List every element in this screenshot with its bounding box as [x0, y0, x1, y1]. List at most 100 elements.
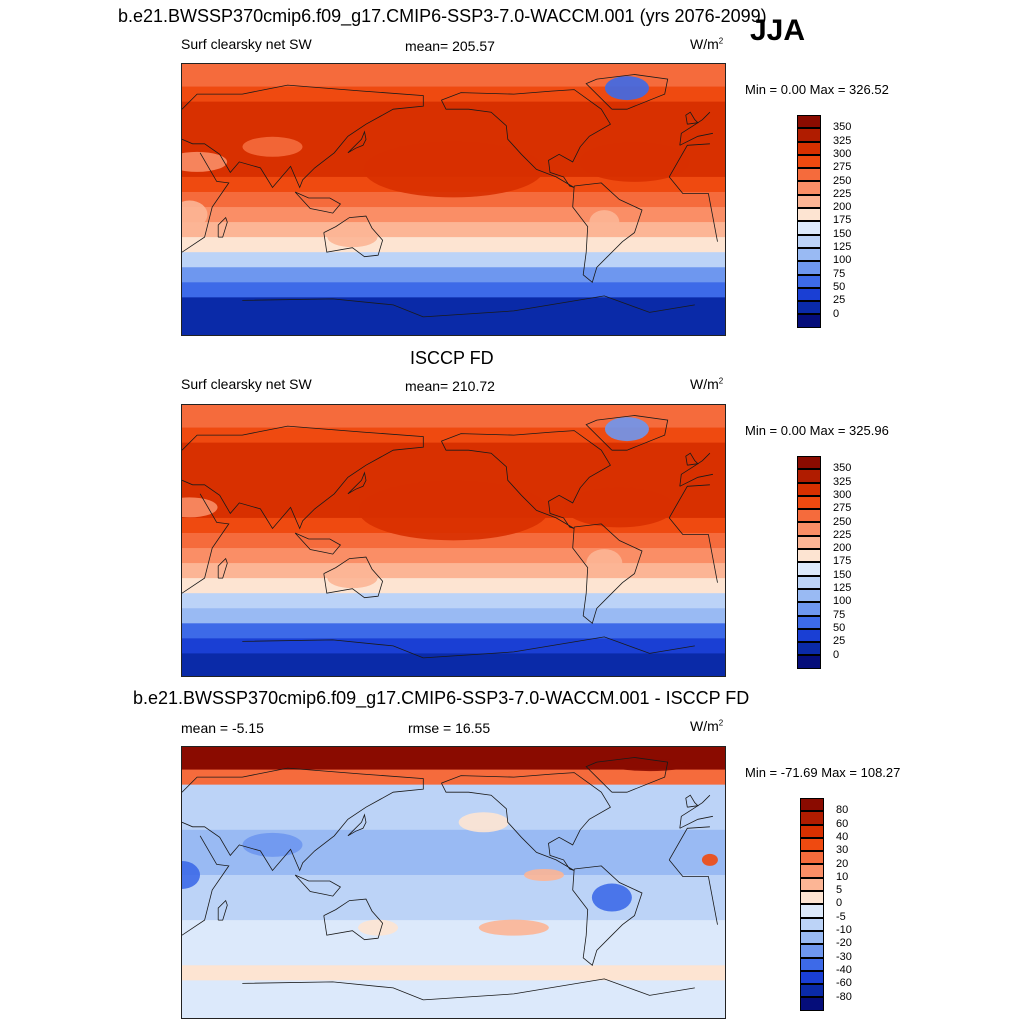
panel1-coastline-africa [182, 143, 718, 253]
panel3-units-label: W/m2 [690, 718, 724, 734]
panel3-map-svg [182, 747, 725, 1018]
panel1-coastline-europe-asia [182, 84, 713, 189]
panel2-colorbar-swatch [797, 522, 821, 536]
panel2-field-feature [586, 549, 623, 578]
panel3-coastline-antarctica [242, 978, 695, 1001]
panel3-colorbar-label: 20 [836, 857, 849, 870]
panel3-coastline-japan [347, 813, 367, 837]
panel1-zonal-band [182, 86, 725, 103]
panel1-zonal-band [182, 252, 725, 268]
panel3-colorbar-swatch [800, 930, 824, 945]
panel1-zonal-band [182, 131, 725, 148]
panel2-coastline-antarctica [242, 636, 695, 659]
panel2-zonal-band [182, 638, 725, 655]
panel1-zonal-band [182, 297, 725, 314]
panel3-colorbar-label: -40 [836, 963, 852, 976]
panel3-zonal-band [182, 920, 725, 936]
panel2-zonal-band [182, 608, 725, 624]
panel2-colorbar-swatch [797, 549, 821, 563]
panel2-coastline-indonesia [294, 532, 342, 555]
panel1-colorbar-label: 275 [833, 161, 852, 174]
panel3-colorbar-swatch [800, 984, 824, 998]
season-label: JJA [750, 14, 806, 47]
panel2-colorbar-swatch [797, 469, 821, 483]
panel3-colorbar-label: 5 [836, 884, 843, 897]
panel2-map-svg [182, 405, 725, 676]
panel3-coastline-australia [323, 898, 384, 941]
panel2-coastline-africa [182, 484, 718, 594]
panel3-colorbar-swatch [800, 851, 824, 865]
panel1-zonal-band [182, 116, 725, 133]
panel1-colorbar-swatch [797, 208, 821, 222]
panel3-coastline-south-america [572, 865, 643, 966]
panel1-field-feature [327, 227, 378, 248]
panel2-colorbar-label: 350 [833, 462, 852, 475]
panel1-colorbar-label: 175 [833, 214, 852, 227]
panel3-coastline-greenland [585, 757, 669, 793]
panel3-zonal-band [182, 814, 725, 831]
panel2-colorbar-label: 225 [833, 528, 852, 541]
panel1-colorbar-label: 100 [833, 254, 852, 267]
panel2-coastline-greenland [585, 415, 669, 451]
panel1-zonal-band [182, 237, 725, 253]
panel3-coastline-north-america [441, 772, 611, 871]
panel3-colorbar-swatch [800, 811, 824, 825]
panel2-map [181, 404, 726, 677]
panel3-colorbar-swatch [800, 997, 824, 1011]
panel1-colorbar-label: 200 [833, 201, 852, 214]
panel2-coastline-uk [685, 452, 699, 466]
panel2-colorbar-label: 300 [833, 488, 852, 501]
panel3-zonal-band [182, 980, 725, 997]
panel2-field-feature [182, 497, 218, 518]
panel2-colorbar-label: 0 [833, 648, 840, 661]
panel2-colorbar-label: 100 [833, 595, 852, 608]
panel2-field-feature [604, 417, 649, 442]
panel2-colorbar-label: 275 [833, 502, 852, 515]
panel3-colorbar-swatch [800, 837, 824, 852]
panel3-rmse-label: rmse = 16.55 [408, 720, 491, 736]
panel3-colorbar-swatch [800, 917, 824, 931]
panel2-colorbar-label: 25 [833, 635, 846, 648]
panel1-zonal-band [182, 191, 725, 208]
panel2-colorbar-swatch [797, 588, 821, 603]
panel3-field-feature [358, 919, 399, 936]
panel1-coastline-australia [323, 215, 384, 258]
panel2-minmax-label: Min = 0.00 Max = 325.96 [745, 423, 889, 438]
panel2-zonal-band [182, 563, 725, 579]
panel1-colorbar-swatch [797, 234, 821, 248]
panel1-colorbar: 350 325 300 275 250 225 200 175 150 125 100 75 50 25 0 [797, 115, 851, 328]
panel1-coastline-antarctica [242, 295, 695, 318]
panel3-zonal-band [182, 747, 725, 771]
panel3-coastline-madagascar [217, 899, 228, 921]
panel1-field-feature [242, 136, 303, 157]
panel1-coastline-north-america [441, 89, 611, 188]
panel2-coastline-madagascar [217, 557, 228, 579]
panel1-coastline-indonesia [294, 191, 342, 214]
panel1-colorbar-label: 250 [833, 174, 852, 187]
panel3-colorbar-swatch [800, 798, 824, 812]
panel2-colorbar-swatch [797, 575, 821, 589]
panel3-field-feature [609, 759, 690, 772]
panel1-minmax-label: Min = 0.00 Max = 326.52 [745, 82, 889, 97]
panel1-coastline-greenland [585, 74, 669, 110]
panel2-colorbar-swatch [797, 628, 821, 643]
panel1-colorbar-label: 350 [833, 121, 852, 134]
panel1-colorbar-swatch [797, 221, 821, 235]
panel2-colorbar-label: 175 [833, 555, 852, 568]
panel3-title: b.e21.BWSSP370cmip6.f09_g17.CMIP6-SSP3-7… [133, 688, 750, 708]
panel2-field-feature [358, 480, 549, 541]
panel3-field-feature [591, 883, 632, 912]
panel1-coastline-madagascar [217, 216, 228, 238]
panel3-colorbar-label: 60 [836, 817, 849, 830]
panel3-zonal-band [182, 769, 725, 786]
panel3-colorbar-label: -10 [836, 924, 852, 936]
panel1-zonal-band [182, 222, 725, 238]
panel1-title: b.e21.BWSSP370cmip6.f09_g17.CMIP6-SSP3-7… [118, 6, 767, 26]
panel3-field-feature [458, 812, 509, 833]
panel2-coastline-europe-asia [182, 425, 713, 530]
panel1-mean-label: mean= 205.57 [405, 38, 495, 54]
panel3-coastline-europe-asia [182, 767, 713, 872]
panel3-coastline-africa [182, 826, 718, 936]
panel1-coastline-japan [347, 130, 367, 154]
panel2-colorbar-label: 200 [833, 542, 852, 555]
